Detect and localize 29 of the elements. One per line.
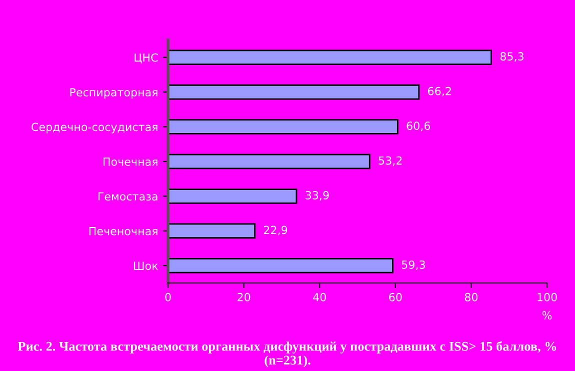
x-tick-label: 20 — [238, 292, 250, 302]
bar — [168, 50, 492, 65]
data-label: 60,6 — [406, 122, 430, 132]
y-tick-label: ЦНС — [134, 53, 158, 64]
y-tick-label: Шок — [134, 262, 158, 270]
data-label: 53,2 — [378, 156, 402, 166]
x-tick-label: 60 — [389, 292, 402, 302]
data-label: 22,9 — [264, 226, 288, 236]
data-label: 33,9 — [306, 191, 329, 201]
x-tick-label: 100 — [538, 292, 557, 302]
bar — [168, 188, 298, 204]
x-axis-title: % — [542, 311, 552, 320]
text: Рис. 2. Частота встречаемости органных дисфункций у пострадавших с ISS> 15 баллов, % (n=231). — [18, 341, 556, 368]
data-label: 66,2 — [428, 86, 451, 96]
x-tick-label: 0 — [165, 292, 171, 302]
data-label: 59,3 — [402, 260, 425, 270]
x-tick-label: 80 — [464, 292, 478, 302]
y-tick-label: Гемостаза — [98, 192, 158, 201]
bar — [168, 84, 420, 100]
y-tick-label: Респираторная — [70, 88, 158, 99]
data-label: 85,3 — [500, 52, 524, 62]
y-tick-label: Почечная — [103, 158, 158, 166]
bar — [168, 223, 256, 239]
bar — [168, 258, 394, 274]
x-tick-label: 40 — [313, 292, 326, 302]
bar — [168, 119, 398, 134]
y-tick-label: Печеночная — [89, 227, 158, 236]
bar — [168, 154, 370, 170]
y-tick-label: Сердечно-сосудистая — [32, 122, 158, 134]
